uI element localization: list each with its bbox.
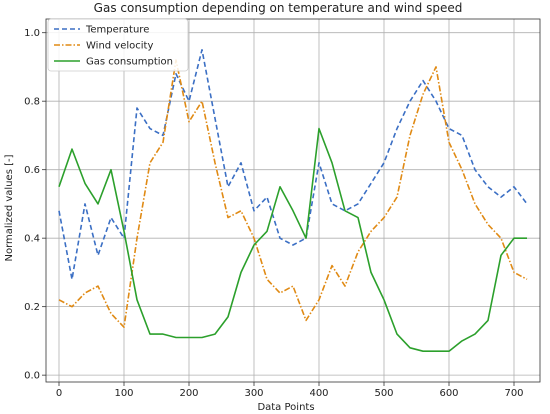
y-tick-label: 0.2	[24, 302, 40, 313]
y-tick-label: 1.0	[24, 28, 40, 39]
x-tick-label: 700	[504, 388, 523, 399]
x-tick-label: 0	[56, 388, 62, 399]
legend-box	[47, 18, 189, 72]
y-tick-label: 0.4	[24, 234, 40, 245]
series-line-temperature	[58, 49, 528, 281]
y-axis-label: Normalized values [-]	[4, 154, 15, 261]
series-line-gas-consumption	[58, 127, 527, 352]
x-tick-label: 500	[374, 388, 393, 399]
x-tick-label: 600	[439, 388, 458, 399]
x-tick-label: 200	[179, 388, 198, 399]
series-layer	[58, 49, 528, 352]
x-tick-label: 100	[114, 388, 133, 399]
legend-label-gas-consumption: Gas consumption	[86, 57, 173, 68]
grid-layer	[46, 19, 540, 382]
legend-label-wind-velocity: Wind velocity	[86, 41, 153, 52]
y-tick-label: 0.0	[24, 371, 40, 382]
legend: Temperature Wind velocity Gas consumption	[47, 18, 189, 72]
legend-label-temperature: Temperature	[85, 25, 149, 36]
tick-layer: 0 100 200 300 400 500 600 700 0.0 0.2 0.4 0.6 0.8 1.0	[24, 28, 523, 399]
plot-frame	[45, 18, 541, 383]
y-tick-label: 0.6	[24, 165, 40, 176]
y-tick-label: 0.8	[24, 97, 40, 108]
chart-title: Gas consumption depending on temperature…	[94, 1, 463, 15]
x-tick-label: 300	[244, 388, 263, 399]
x-tick-label: 400	[309, 388, 328, 399]
x-axis-label: Data Points	[257, 402, 314, 413]
series-line-wind-velocity	[58, 59, 528, 328]
legend-items: Temperature Wind velocity Gas consumption	[54, 25, 173, 68]
